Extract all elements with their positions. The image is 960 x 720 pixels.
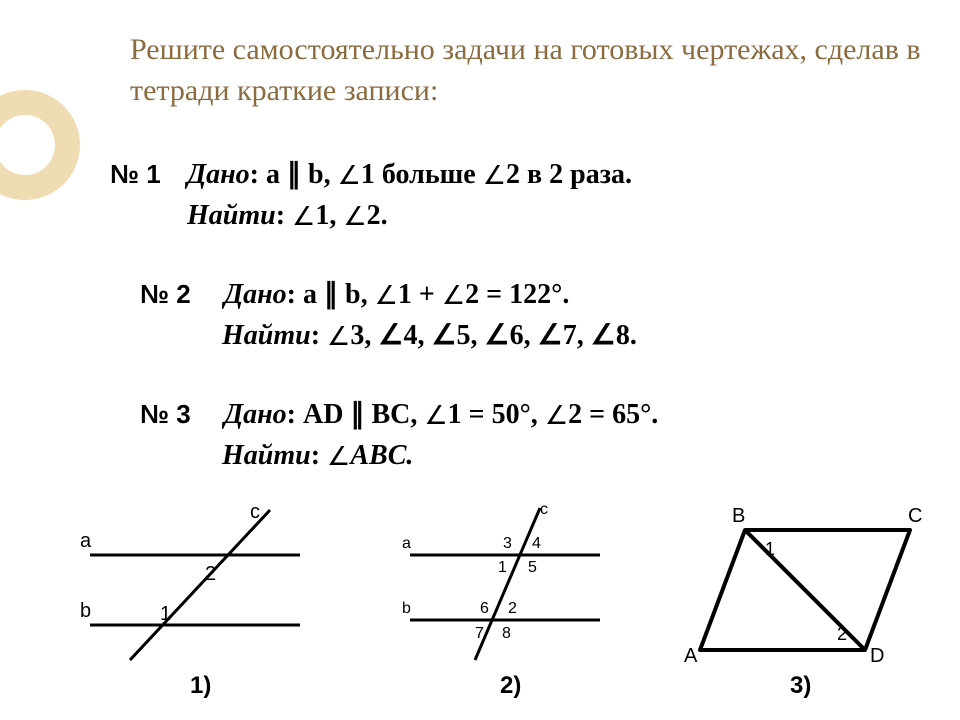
svg-text:b: b bbox=[402, 600, 411, 617]
problem-1-label: № 1 bbox=[110, 156, 180, 194]
svg-text:1: 1 bbox=[765, 539, 775, 559]
svg-text:3: 3 bbox=[503, 535, 512, 552]
angle-icon: ∠ bbox=[545, 397, 568, 435]
diagram-1: a b c 2 1 1) bbox=[70, 500, 330, 700]
svg-text:2: 2 bbox=[205, 563, 216, 585]
diagram-3-label: 3) bbox=[790, 672, 811, 700]
svg-text:C: C bbox=[908, 505, 922, 527]
diagrams-row: a b c 2 1 1) a b c 3 4 1 5 bbox=[70, 490, 930, 700]
svg-text:4: 4 bbox=[532, 535, 541, 552]
diagram-3: B C A D 1 2 3) bbox=[670, 500, 930, 700]
svg-text:c: c bbox=[250, 501, 260, 523]
svg-text:c: c bbox=[540, 501, 548, 518]
problem-1: № 1 Дано: a ∥ b, ∠1 больше ∠2 в 2 раза. … bbox=[110, 155, 910, 236]
svg-text:1: 1 bbox=[498, 559, 507, 576]
angle-icon: ∠ bbox=[343, 198, 366, 236]
angle-icon: ∠ bbox=[327, 318, 350, 356]
problem-2-label: № 2 bbox=[140, 276, 210, 314]
problem-3: № 3 Дано: AD ∥ BC, ∠1 = 50°, ∠2 = 65°. Н… bbox=[140, 395, 940, 476]
diagram-1-label: 1) bbox=[190, 672, 211, 700]
diagram-2-label: 2) bbox=[500, 672, 521, 700]
svg-text:1: 1 bbox=[160, 603, 171, 625]
svg-text:2: 2 bbox=[837, 624, 847, 644]
angle-icon: ∠ bbox=[338, 157, 361, 195]
angle-icon: ∠ bbox=[483, 157, 506, 195]
svg-text:b: b bbox=[80, 600, 91, 622]
svg-text:6: 6 bbox=[480, 600, 489, 617]
svg-text:2: 2 bbox=[508, 600, 517, 617]
svg-text:A: A bbox=[684, 645, 698, 667]
svg-text:B: B bbox=[732, 505, 745, 527]
slide-title: Решите самостоятельно задачи на готовых … bbox=[130, 30, 940, 111]
svg-text:5: 5 bbox=[528, 559, 537, 576]
angle-icon: ∠ bbox=[442, 277, 465, 315]
angle-icon: ∠ bbox=[327, 438, 350, 476]
angle-icon: ∠ bbox=[375, 277, 398, 315]
angle-icon: ∠ bbox=[424, 397, 447, 435]
svg-text:D: D bbox=[870, 645, 884, 667]
angle-icon: ∠ bbox=[292, 198, 315, 236]
svg-text:a: a bbox=[402, 535, 411, 552]
svg-text:8: 8 bbox=[502, 625, 511, 642]
problem-3-label: № 3 bbox=[140, 396, 210, 434]
problem-2: № 2 Дано: a ∥ b, ∠1 + ∠2 = 122°. Найти: … bbox=[140, 275, 940, 356]
svg-text:a: a bbox=[80, 530, 92, 552]
svg-text:7: 7 bbox=[475, 625, 484, 642]
diagram-2: a b c 3 4 1 5 6 2 7 8 2) bbox=[390, 500, 620, 700]
